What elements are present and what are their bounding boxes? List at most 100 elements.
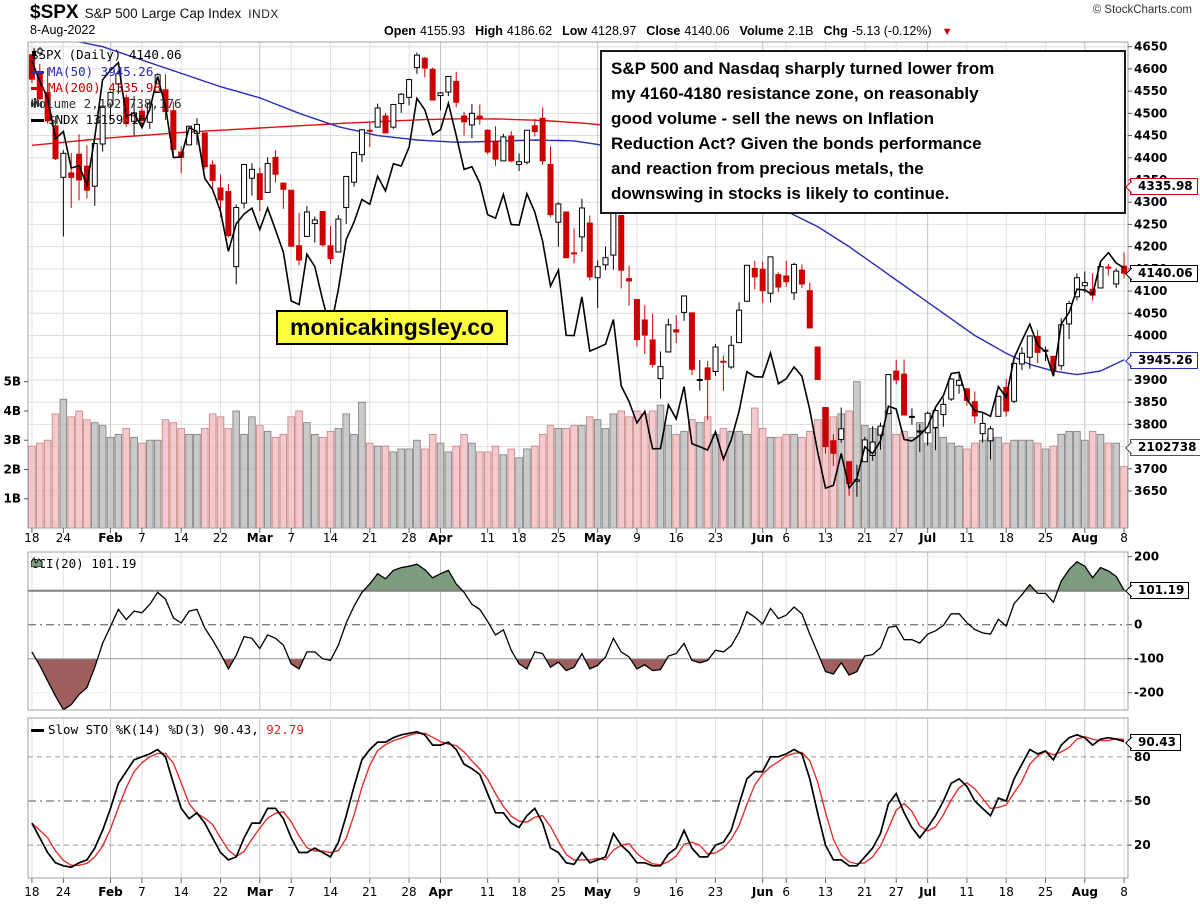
svg-text:21: 21	[857, 885, 872, 899]
low-value: 4128.97	[591, 24, 637, 38]
volume-value-badge: 2102738	[1130, 439, 1200, 456]
legend-volume-row: Volume 2,102,738,176	[31, 96, 182, 112]
svg-text:22: 22	[213, 531, 228, 545]
sto-line-icon	[31, 729, 44, 732]
ma200-value-badge: 4335.98	[1130, 178, 1198, 195]
svg-text:4550: 4550	[1134, 84, 1167, 98]
svg-text:4000: 4000	[1134, 328, 1167, 342]
close-value: 4140.06	[684, 24, 730, 38]
exchange: INDX	[248, 7, 279, 21]
svg-text:3900: 3900	[1134, 373, 1167, 387]
svg-text:4500: 4500	[1134, 106, 1167, 120]
svg-text:25: 25	[551, 885, 566, 899]
svg-text:-200: -200	[1134, 686, 1164, 700]
svg-text:4450: 4450	[1134, 129, 1167, 143]
sto-legend-row: Slow STO %K(14) %D(3) 90.43, 92.79	[31, 722, 304, 738]
volume-label: Volume	[739, 24, 784, 38]
analyst-annotation: S&P 500 and Nasdaq sharply turned lower …	[600, 50, 1126, 214]
svg-text:7: 7	[287, 885, 295, 899]
sto-legend-k: Slow STO %K(14) %D(3) 90.43,	[48, 722, 259, 737]
chart-header: $SPX S&P 500 Large Cap Index INDX	[30, 2, 279, 24]
candlestick-icon	[32, 47, 43, 58]
svg-text:11: 11	[480, 531, 495, 545]
last-price-badge: 4140.06	[1130, 265, 1198, 282]
svg-text:18: 18	[24, 531, 39, 545]
svg-text:-100: -100	[1134, 652, 1164, 666]
svg-text:21: 21	[362, 885, 377, 899]
svg-text:Jun: Jun	[751, 885, 774, 899]
svg-text:200: 200	[1134, 550, 1159, 564]
svg-text:May: May	[584, 531, 612, 545]
svg-text:4050: 4050	[1134, 306, 1167, 320]
chart-date: 8-Aug-2022	[30, 23, 96, 37]
svg-text:3850: 3850	[1134, 395, 1167, 409]
svg-text:14: 14	[174, 531, 189, 545]
svg-text:27: 27	[889, 885, 904, 899]
svg-text:24: 24	[56, 531, 71, 545]
svg-text:11: 11	[959, 531, 974, 545]
svg-text:14: 14	[323, 531, 338, 545]
cci-legend-row: CCI(20) 101.19	[31, 556, 136, 572]
sto-value-badge: 90.43	[1130, 734, 1181, 751]
svg-text:18: 18	[24, 885, 39, 899]
svg-text:21: 21	[857, 531, 872, 545]
svg-text:80: 80	[1134, 750, 1151, 764]
svg-text:2B: 2B	[4, 462, 22, 476]
svg-text:4B: 4B	[4, 404, 22, 418]
open-label: Open	[384, 24, 416, 38]
high-value: 4186.62	[506, 24, 553, 38]
svg-text:22: 22	[213, 885, 228, 899]
legend-volume: Volume 2,102,738,176	[31, 96, 182, 111]
svg-text:9: 9	[633, 531, 641, 545]
svg-text:May: May	[584, 885, 612, 899]
svg-text:11: 11	[959, 885, 974, 899]
svg-text:16: 16	[669, 531, 684, 545]
svg-text:23: 23	[708, 531, 723, 545]
svg-text:18: 18	[999, 531, 1014, 545]
svg-text:4300: 4300	[1134, 195, 1167, 209]
svg-text:23: 23	[708, 885, 723, 899]
ma200-line-icon	[31, 87, 44, 90]
svg-text:7: 7	[138, 885, 146, 899]
svg-text:Aug: Aug	[1072, 531, 1098, 545]
volume-value: 2.1B	[787, 24, 814, 38]
area-icon	[31, 556, 43, 567]
svg-text:7: 7	[287, 531, 295, 545]
legend-ma200-row: MA(200) 4335.98	[31, 80, 161, 96]
svg-text:Jul: Jul	[918, 531, 936, 545]
svg-text:13: 13	[818, 531, 833, 545]
svg-text:14: 14	[323, 885, 338, 899]
svg-text:3700: 3700	[1134, 462, 1167, 476]
svg-text:24: 24	[56, 885, 71, 899]
chg-value: -5.13 (-0.12%)	[851, 24, 932, 38]
legend-ma50: MA(50) 3945.26	[48, 64, 154, 79]
ma50-line-icon	[31, 71, 44, 74]
svg-text:11: 11	[480, 885, 495, 899]
svg-text:0: 0	[1134, 618, 1142, 632]
svg-text:Jun: Jun	[751, 531, 774, 545]
svg-text:25: 25	[551, 531, 566, 545]
svg-text:27: 27	[889, 531, 904, 545]
close-label: Close	[646, 24, 681, 38]
svg-text:6: 6	[782, 531, 790, 545]
svg-text:21: 21	[362, 531, 377, 545]
svg-text:5B: 5B	[4, 375, 22, 389]
svg-text:3650: 3650	[1134, 484, 1167, 498]
svg-text:Apr: Apr	[429, 885, 453, 899]
svg-text:Mar: Mar	[247, 531, 273, 545]
open-value: 4155.93	[419, 24, 466, 38]
svg-text:28: 28	[401, 885, 416, 899]
svg-text:Mar: Mar	[247, 885, 273, 899]
svg-text:4650: 4650	[1134, 40, 1167, 54]
sto-legend-d: 92.79	[266, 722, 304, 737]
legend-ma200: MA(200) 4335.98	[48, 80, 161, 95]
legend-ndx-row: $NDX 13159.16	[31, 112, 146, 128]
svg-text:25: 25	[1038, 531, 1053, 545]
change-down-icon: ▼	[941, 26, 953, 38]
legend-ndx: $NDX 13159.16	[48, 112, 146, 127]
svg-text:4600: 4600	[1134, 62, 1167, 76]
svg-text:9: 9	[633, 885, 641, 899]
svg-text:Aug: Aug	[1072, 885, 1098, 899]
